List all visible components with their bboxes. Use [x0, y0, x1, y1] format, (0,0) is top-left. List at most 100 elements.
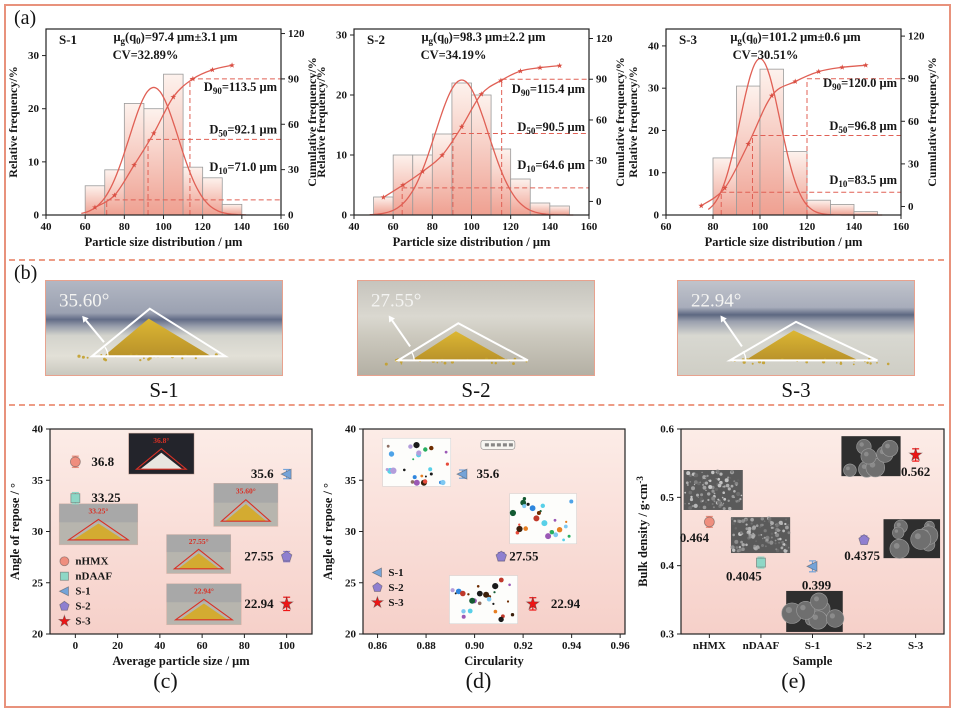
svg-text:nHMX: nHMX — [75, 556, 108, 568]
svg-text:D50=92.1 μm: D50=92.1 μm — [209, 122, 277, 138]
svg-text:20: 20 — [345, 629, 357, 641]
svg-text:S-1: S-1 — [805, 640, 820, 652]
svg-text:nDAAF: nDAAF — [75, 571, 112, 583]
svg-text:Cumulative frequency/%: Cumulative frequency/% — [925, 57, 939, 186]
svg-text:0.96: 0.96 — [611, 640, 631, 652]
svg-text:D90=113.5 μm: D90=113.5 μm — [204, 80, 278, 96]
svg-text:80: 80 — [239, 640, 251, 652]
svg-text:0: 0 — [908, 201, 914, 213]
svg-text:S-2: S-2 — [75, 601, 91, 613]
svg-text:0: 0 — [288, 210, 294, 222]
arrowhead — [82, 315, 89, 323]
powder-pile — [411, 331, 508, 361]
svg-text:40: 40 — [32, 424, 44, 436]
powder-pile — [745, 330, 859, 361]
svg-text:60: 60 — [288, 119, 300, 131]
angle-triangle-outline — [394, 322, 529, 362]
angle-photo-inset: 36.8° — [128, 432, 195, 475]
svg-text:0.88: 0.88 — [416, 640, 436, 652]
svg-text:μg(q0)=97.4 μm±3.1 μm: μg(q0)=97.4 μm±3.1 μm — [113, 30, 238, 46]
angle-arc — [410, 351, 415, 361]
cumulative-curve — [700, 64, 866, 207]
angle-photo-inset: 22.94° — [166, 583, 242, 626]
svg-text:μg(q0)=101.2 μm±0.6 μm: μg(q0)=101.2 μm±0.6 μm — [730, 30, 861, 46]
cumulative-markers — [698, 62, 869, 209]
svg-text:Bulk density / g·cm-3: Bulk density / g·cm-3 — [636, 476, 650, 587]
svg-text:Cumulative frequency/%: Cumulative frequency/% — [613, 57, 627, 186]
svg-text:CV=32.89%: CV=32.89% — [113, 48, 179, 62]
axis-ticks — [677, 428, 917, 638]
svg-text:20: 20 — [32, 629, 44, 641]
svg-text:20: 20 — [648, 125, 660, 137]
svg-text:D50=96.8 μm: D50=96.8 μm — [829, 119, 897, 135]
svg-text:Particle size distribution / μ: Particle size distribution / μm — [85, 235, 243, 249]
svg-text:60: 60 — [596, 114, 608, 126]
svg-text:160: 160 — [273, 221, 290, 233]
svg-text:25: 25 — [32, 577, 44, 589]
svg-text:27.55: 27.55 — [244, 549, 274, 564]
svg-text:80: 80 — [427, 221, 439, 233]
svg-text:0.94: 0.94 — [562, 640, 582, 652]
svg-text:22.94°: 22.94° — [194, 587, 214, 596]
svg-text:0.4045: 0.4045 — [726, 569, 762, 584]
svg-text:100: 100 — [278, 640, 295, 652]
axis-ticks — [359, 428, 621, 638]
svg-text:120: 120 — [596, 33, 613, 45]
panel-label-c: (c) — [153, 668, 178, 693]
axis-ticks — [662, 35, 905, 219]
angle-arrow — [391, 319, 411, 347]
svg-text:S-1: S-1 — [59, 32, 77, 47]
svg-text:Relative frequency/%: Relative frequency/% — [314, 66, 328, 177]
svg-text:35: 35 — [345, 475, 357, 487]
svg-text:30: 30 — [28, 50, 40, 62]
histogram-bars — [84, 73, 243, 216]
svg-text:S-1: S-1 — [388, 567, 403, 579]
svg-text:CV=30.51%: CV=30.51% — [733, 48, 799, 62]
svg-text:40: 40 — [349, 221, 361, 233]
powder-pile — [103, 318, 212, 357]
svg-text:CV=34.19%: CV=34.19% — [421, 48, 487, 62]
repose-photo-S-3: 22.94° — [678, 281, 914, 375]
sem-image-inset — [883, 519, 941, 559]
svg-text:0.5: 0.5 — [660, 492, 674, 504]
svg-text:20: 20 — [28, 103, 40, 115]
svg-text:nHMX: nHMX — [693, 640, 726, 652]
sem-image-inset — [841, 436, 901, 478]
svg-text:80: 80 — [119, 221, 131, 233]
svg-text:S-3: S-3 — [679, 32, 698, 47]
angle-triangle-outline — [89, 307, 229, 358]
svg-text:Relative frequency/%: Relative frequency/% — [626, 66, 640, 177]
scatter-chart-c: 36.8° 33.25° 35.60° 27.55° 22.94° 36.8 33.25 35… — [8, 424, 313, 668]
svg-text:35.6: 35.6 — [251, 466, 274, 481]
svg-text:160: 160 — [893, 221, 910, 233]
svg-text:10: 10 — [648, 167, 660, 179]
angle-arrow — [85, 319, 105, 343]
svg-text:120: 120 — [799, 221, 816, 233]
svg-text:Particle size distribution / μ: Particle size distribution / μm — [705, 235, 863, 249]
angle-triangle-outline — [726, 320, 878, 362]
svg-text:0.4375: 0.4375 — [844, 548, 880, 563]
svg-text:Average particle size / μm: Average particle size / μm — [112, 654, 250, 668]
svg-text:30: 30 — [32, 526, 44, 538]
photo-angle-repose-s1: 35.60° — [45, 280, 283, 376]
svg-text:0.86: 0.86 — [368, 640, 388, 652]
repose-photo-S-2: 27.55° — [358, 281, 594, 375]
svg-text:120: 120 — [288, 28, 305, 40]
svg-text:35.60°: 35.60° — [59, 290, 109, 311]
arrowhead — [388, 315, 395, 323]
svg-text:Angle of repose / °: Angle of repose / ° — [8, 483, 22, 580]
distribution-chart-S-3: 60 80 100 120 140 160 0 10 20 30 40 0 30 60 90 120 Parti… — [626, 28, 939, 249]
histogram-bars — [712, 68, 878, 216]
data-points: 35.6 27.55 22.94 — [456, 466, 581, 611]
photo-caption-s1: S-1 — [149, 378, 179, 402]
svg-text:140: 140 — [846, 221, 863, 233]
axis-ticks — [46, 428, 288, 638]
svg-text:Circularity: Circularity — [464, 654, 524, 668]
svg-text:Angle of repose / °: Angle of repose / ° — [321, 483, 335, 580]
svg-text:60: 60 — [197, 640, 209, 652]
chart-particle-size-s2: 40 60 80 100 120 140 160 0 10 20 30 0 30 60 90 120 Parti… — [314, 8, 629, 260]
illegible-stamp — [480, 439, 516, 450]
svg-text:36.8: 36.8 — [91, 454, 114, 469]
histogram-bars — [373, 82, 570, 216]
svg-text:140: 140 — [234, 221, 251, 233]
